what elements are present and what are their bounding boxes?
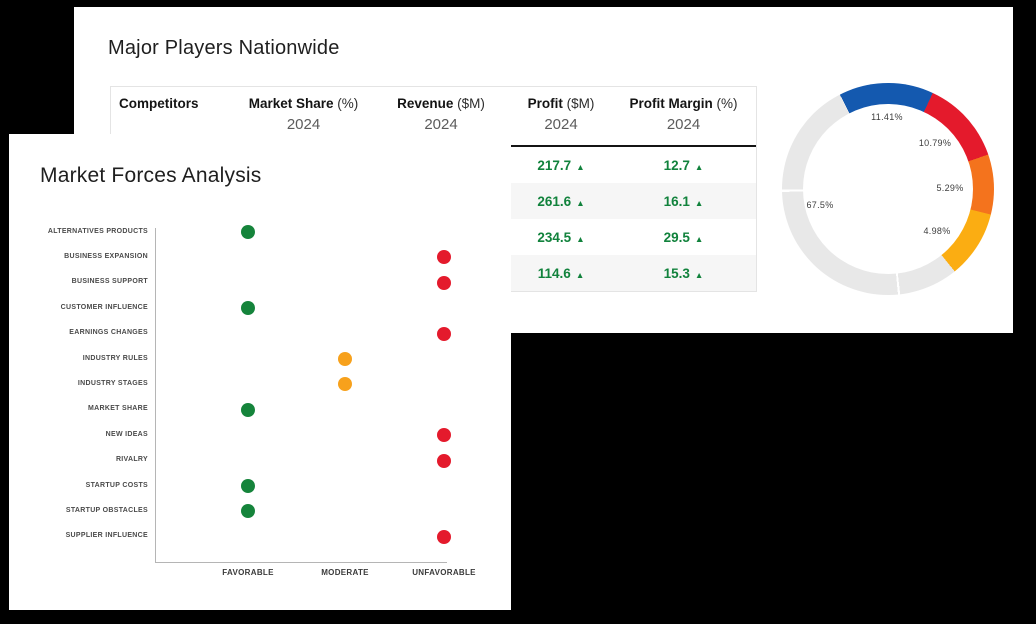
x-axis-line: [155, 562, 447, 563]
trend-up-icon: ▲: [576, 233, 585, 244]
donut-percentage-label: 11.41%: [871, 112, 903, 122]
trend-up-icon: ▲: [694, 233, 704, 244]
trend-up-icon: ▲: [575, 269, 585, 280]
category-label: STARTUP COSTS: [85, 481, 148, 489]
x-tick-label: MODERATE: [321, 568, 369, 577]
competitors-table-header: Competitors Market Share (%) 2024 Revenue (…: [111, 87, 756, 147]
trend-up-icon: ▲: [694, 161, 704, 172]
scatter-dot[interactable]: [241, 301, 255, 316]
x-tick-label: FAVORABLE: [222, 568, 274, 577]
column-year: 2024: [424, 116, 458, 133]
scatter-dot[interactable]: [437, 250, 451, 265]
donut-hole: [803, 104, 973, 274]
header-cell-market-share: Market Share (%) 2024: [236, 87, 371, 145]
category-label: INDUSTRY RULES: [82, 354, 148, 362]
category-label: BUSINESS SUPPORT: [71, 278, 148, 286]
category-label: STARTUP OBSTACLES: [65, 506, 148, 514]
donut-percentage-label: 4.98%: [923, 226, 951, 236]
trend-up-icon: ▲: [576, 161, 585, 172]
profit-cell: 217.7 ▲: [537, 157, 585, 173]
column-label: Competitors: [119, 96, 199, 111]
scatter-dot[interactable]: [437, 529, 451, 544]
scatter-dot[interactable]: [241, 504, 255, 519]
scatter-dot[interactable]: [437, 453, 451, 468]
column-year: 2024: [666, 116, 701, 133]
column-year: 2024: [544, 116, 578, 133]
column-label: Profit Margin (%): [629, 96, 738, 111]
trend-up-icon: ▲: [576, 197, 585, 208]
category-label: NEW IDEAS: [105, 430, 148, 438]
header-cell-competitors: Competitors: [111, 87, 236, 145]
scatter-dot[interactable]: [241, 402, 255, 417]
header-cell-profit: Profit ($M) 2024: [511, 87, 611, 145]
column-label: Market Share (%): [248, 96, 359, 111]
header-cell-profit-margin: Profit Margin (%) 2024: [611, 87, 756, 145]
trend-up-icon: ▲: [694, 269, 704, 280]
profit-margin-cell: 15.3 ▲: [663, 265, 704, 281]
column-year: 2024: [286, 116, 321, 133]
profit-margin-cell: 16.1 ▲: [663, 193, 704, 209]
scatter-dot[interactable]: [338, 377, 352, 392]
category-label: RIVALRY: [115, 456, 148, 464]
profit-margin-cell: 12.7 ▲: [663, 157, 704, 173]
profit-cell: 114.6 ▲: [537, 265, 585, 281]
scatter-dot[interactable]: [338, 352, 352, 366]
category-label: MARKET SHARE: [88, 405, 148, 413]
category-label: BUSINESS EXPANSION: [64, 252, 148, 260]
scatter-dot[interactable]: [437, 326, 451, 341]
category-label: INDUSTRY STAGES: [77, 379, 148, 387]
header-cell-revenue: Revenue ($M) 2024: [371, 87, 511, 145]
category-label: ALTERNATIVES PRODUCTS: [47, 227, 148, 235]
donut-percentage-label: 10.79%: [918, 138, 952, 148]
major-players-title: Major Players Nationwide: [108, 37, 340, 59]
market-forces-title: Market Forces Analysis: [40, 164, 262, 187]
table-row[interactable]: 234.5 ▲ 29.5 ▲: [111, 219, 756, 255]
x-tick-label: UNFAVORABLE: [412, 568, 476, 577]
profit-margin-cell: 29.5 ▲: [663, 229, 704, 245]
scatter-dot[interactable]: [241, 479, 255, 493]
y-axis-line: [155, 228, 156, 562]
trend-up-icon: ▲: [694, 197, 704, 208]
profit-cell: 234.5 ▲: [537, 229, 585, 245]
scatter-dot[interactable]: [437, 428, 451, 443]
column-label: Profit ($M): [527, 96, 595, 111]
donut-percentage-label: 67.5%: [806, 200, 834, 210]
donut-percentage-label: 5.29%: [936, 183, 964, 193]
profit-cell: 261.6 ▲: [537, 193, 585, 209]
table-row[interactable]: 217.7 ▲ 12.7 ▲: [111, 147, 756, 183]
category-label: SUPPLIER INFLUENCE: [65, 532, 148, 540]
scatter-dot[interactable]: [241, 225, 255, 239]
market-forces-scatter-plot: ALTERNATIVES PRODUCTS BUSINESS EXPANSION B…: [9, 134, 511, 610]
category-label: EARNINGS CHANGES: [69, 329, 148, 337]
market-forces-card: Market Forces Analysis ALTERNATIVES PROD…: [9, 134, 511, 610]
market-share-donut-chart[interactable]: 11.41% 10.79% 5.29% 4.98% 67.5%: [782, 83, 994, 295]
column-label: Revenue ($M): [397, 96, 485, 111]
scatter-dot[interactable]: [437, 275, 451, 290]
category-label: CUSTOMER INFLUENCE: [60, 303, 148, 311]
